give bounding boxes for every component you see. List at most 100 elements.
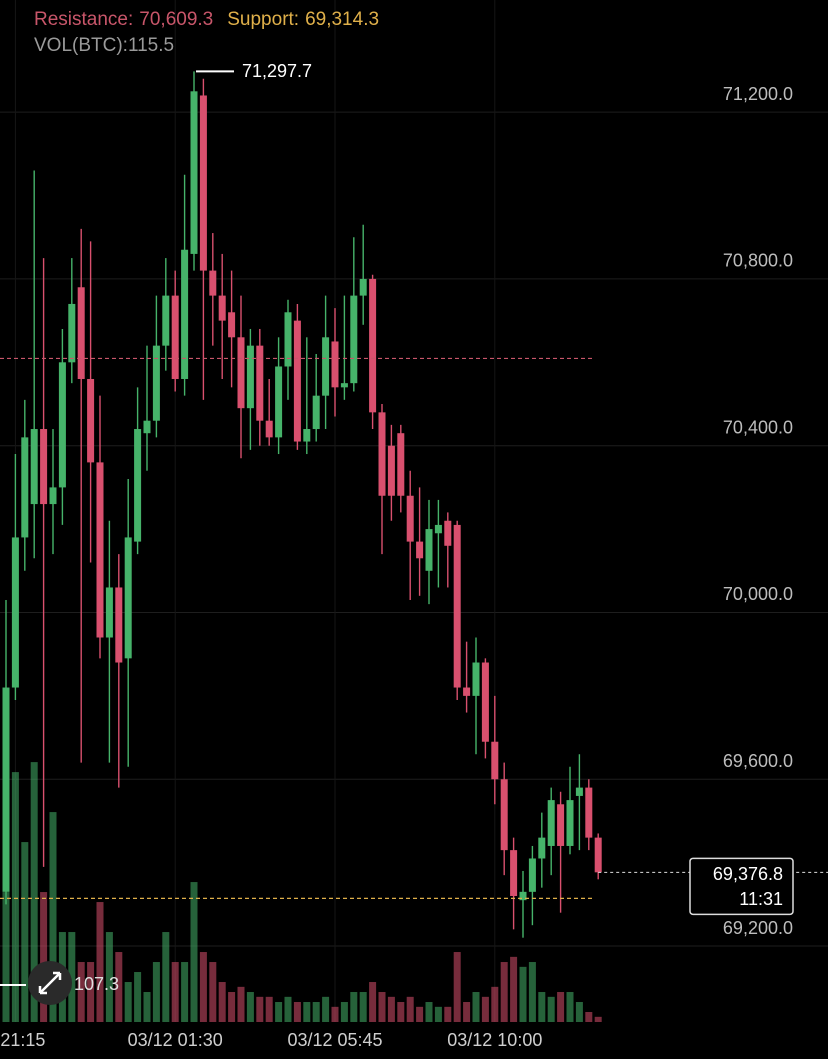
candle-body (350, 295, 358, 384)
volume-pane (2, 762, 602, 1022)
candle-body (472, 662, 480, 696)
volume-bar (575, 1002, 583, 1022)
candle-body (199, 95, 207, 271)
candle-body (500, 779, 508, 851)
candle-body (152, 345, 160, 421)
levels-header: Resistance: 70,609.3 Support: 69,314.3 (34, 9, 379, 30)
volume-bar (105, 932, 113, 1022)
candle-body (209, 270, 217, 296)
candle-body (124, 537, 132, 659)
candle-body (58, 362, 66, 488)
support-name: Support: (227, 9, 299, 30)
resistance-name: Resistance: (34, 9, 133, 30)
volume-bar (181, 962, 189, 1022)
volume-bar (303, 1002, 311, 1022)
candle-body (331, 341, 339, 388)
candle-body (453, 524, 461, 688)
volume-bar (96, 902, 104, 1022)
candle-body (425, 529, 433, 571)
volume-bar (218, 982, 226, 1022)
candle-body (284, 312, 292, 367)
candle-body (491, 741, 499, 780)
candle-body (575, 787, 583, 796)
volume-bar (453, 952, 461, 1022)
candle-body (369, 278, 377, 413)
candle-body (246, 345, 254, 409)
volume-bar (293, 1002, 301, 1022)
volume-bar (594, 1016, 602, 1022)
candle-body (11, 537, 19, 688)
candle-body (21, 437, 29, 538)
volume-bar (538, 992, 546, 1022)
volume-bar (378, 992, 386, 1022)
candle-body (68, 303, 76, 363)
expand-button[interactable] (28, 961, 72, 1005)
volume-bar (237, 986, 245, 1022)
candle-body (190, 91, 198, 254)
x-tick-label: 03/12 01:30 (128, 1030, 223, 1050)
candle-body (434, 524, 442, 534)
candle-body (30, 429, 38, 505)
candle-body (538, 837, 546, 859)
candle-body (49, 487, 57, 505)
volume-bar (491, 986, 499, 1022)
candle-body (444, 520, 452, 546)
candle-body (40, 429, 48, 505)
y-tick-label: 71,200.0 (723, 84, 793, 104)
y-tick-label: 70,800.0 (723, 251, 793, 271)
volume-bar (284, 996, 292, 1022)
volume-bar (265, 996, 273, 1022)
last-price-label: 69,376.8 (713, 864, 783, 884)
candle-body (585, 787, 593, 838)
candle-body (397, 433, 405, 496)
candle-body (87, 378, 95, 463)
candle-body (134, 429, 142, 542)
volume-bar (416, 1006, 424, 1022)
volume-bar (171, 962, 179, 1022)
volume-bar (40, 892, 48, 1022)
volume-bar (444, 1006, 452, 1022)
volume-bar (557, 992, 565, 1022)
candle-body (275, 366, 283, 438)
volume-bar (143, 992, 151, 1022)
y-tick-label: 70,000.0 (723, 584, 793, 604)
volume-bar (152, 962, 160, 1022)
volume-bar (162, 932, 170, 1022)
volume-header: VOL(BTC):115.5 (34, 35, 174, 56)
candle-body (237, 337, 245, 409)
x-tick-label: 03/12 05:45 (287, 1030, 382, 1050)
volume-tick-label: 107.3 (74, 974, 119, 994)
volume-bar (228, 992, 236, 1022)
candle-body (228, 312, 236, 338)
volume-bar (68, 932, 76, 1022)
volume-bar (566, 992, 574, 1022)
volume-bar (2, 892, 10, 1022)
candle-body (115, 587, 123, 663)
volume-bar (87, 962, 95, 1022)
volume-bar (190, 882, 198, 1022)
candle-body (528, 858, 536, 892)
volume-bar (463, 1002, 471, 1022)
expand-icon[interactable] (38, 971, 62, 995)
volume-bar (312, 1002, 320, 1022)
volume-bar (369, 982, 377, 1022)
volume-bar (425, 1002, 433, 1022)
volume-bar (547, 996, 555, 1022)
candle-body (557, 804, 565, 846)
volume-bar (30, 762, 38, 1022)
volume-bar (472, 992, 480, 1022)
y-tick-label: 69,600.0 (723, 751, 793, 771)
candle-body (143, 420, 151, 434)
volume-bar (387, 996, 395, 1022)
candle-body (416, 541, 424, 559)
candle-body (265, 420, 273, 438)
candle-body (566, 800, 574, 846)
volume-bar (481, 996, 489, 1022)
overlays: 71,200.0 70,800.0 70,400.0 70,000.0 69,600.0… (0, 61, 828, 1050)
volume-bar (246, 992, 254, 1022)
candle-body (218, 295, 226, 321)
candle-body (105, 587, 113, 638)
volume-bar (199, 952, 207, 1022)
volume-bar (49, 812, 57, 1022)
